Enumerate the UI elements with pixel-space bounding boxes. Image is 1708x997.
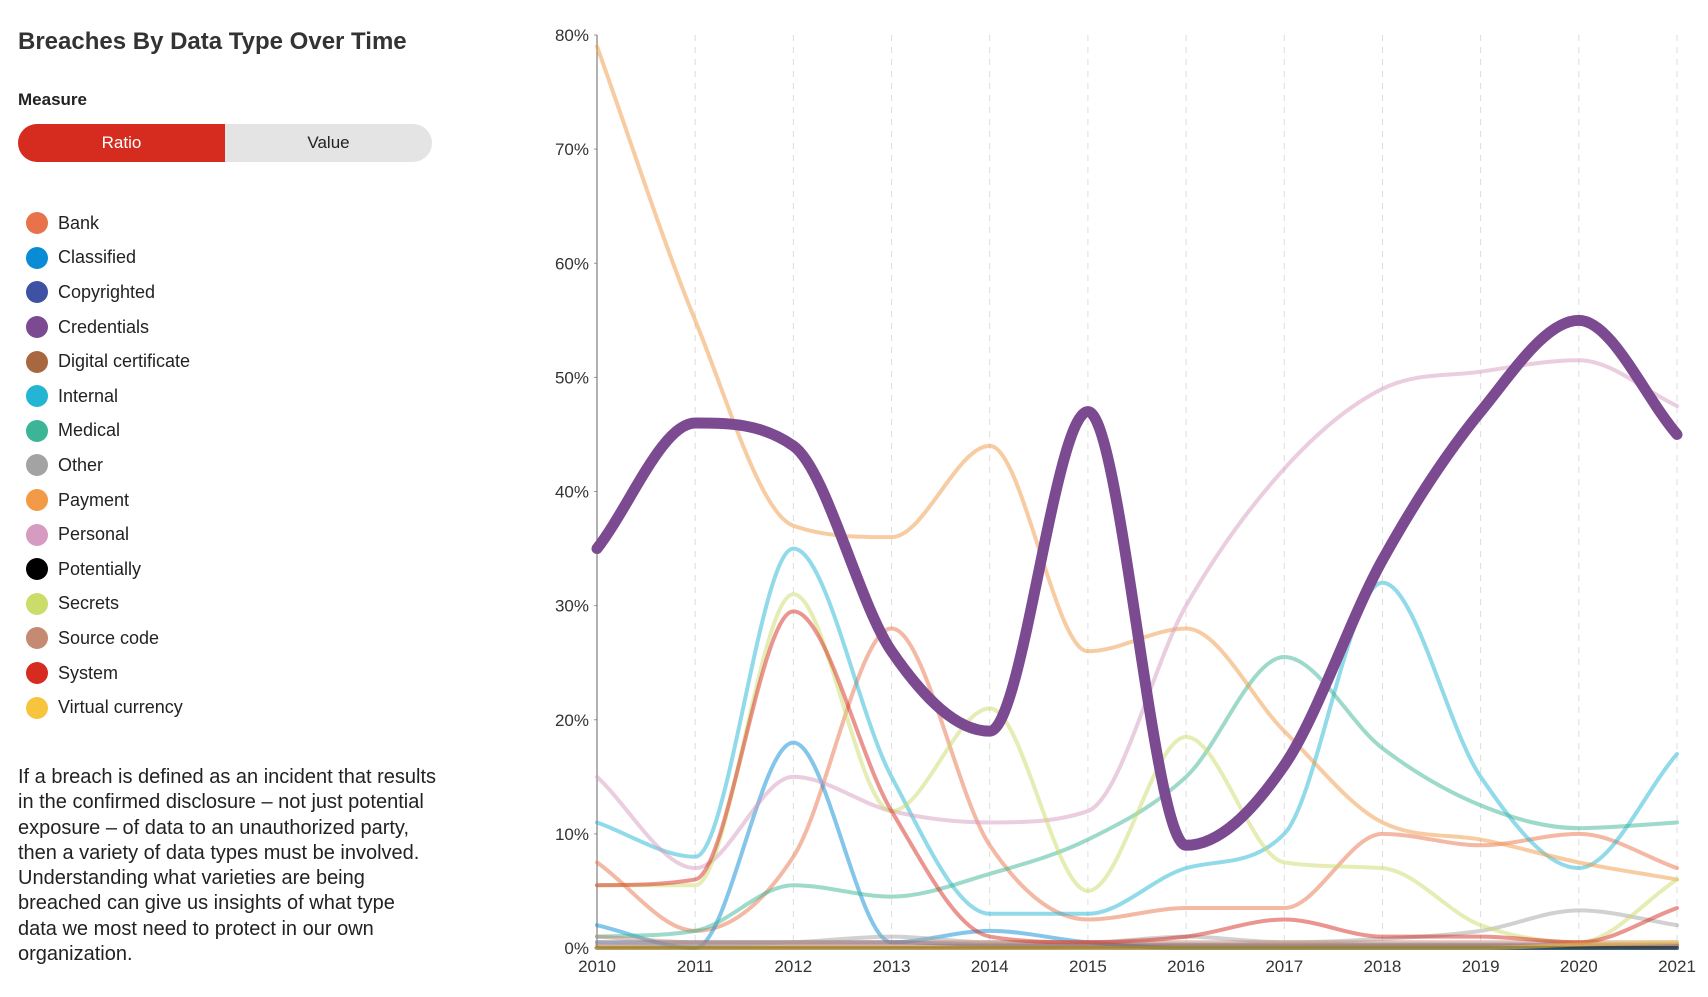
legend-swatch bbox=[26, 558, 48, 581]
measure-label: Measure bbox=[18, 90, 87, 109]
y-tick-label: 50% bbox=[555, 368, 589, 387]
legend-label: Other bbox=[58, 454, 104, 475]
y-tick-label: 80% bbox=[555, 26, 589, 45]
series-line bbox=[595, 592, 1679, 945]
measure-toggle: Ratio Value bbox=[18, 124, 432, 162]
y-tick-label: 30% bbox=[555, 597, 589, 616]
legend-item[interactable]: Secrets bbox=[18, 587, 448, 622]
legend-item[interactable]: Internal bbox=[18, 379, 448, 414]
legend-item[interactable]: Personal bbox=[18, 517, 448, 552]
x-tick-label: 2011 bbox=[677, 957, 714, 976]
legend-swatch bbox=[26, 662, 48, 685]
legend-label: System bbox=[58, 662, 119, 683]
legend-label: Classified bbox=[58, 247, 137, 268]
legend-swatch bbox=[26, 523, 48, 546]
legend-item[interactable]: Potentially bbox=[18, 552, 448, 587]
legend-swatch bbox=[26, 696, 48, 719]
legend-label: Medical bbox=[58, 420, 121, 441]
legend-item[interactable]: Credentials bbox=[18, 310, 448, 345]
series-line bbox=[595, 940, 1679, 951]
legend-swatch bbox=[26, 212, 48, 235]
legend-swatch bbox=[26, 489, 48, 512]
legend-label: Potentially bbox=[58, 558, 142, 579]
x-tick-label: 2020 bbox=[1560, 957, 1598, 976]
x-tick-label: 2019 bbox=[1462, 957, 1500, 976]
series-line bbox=[595, 654, 1679, 939]
legend-swatch bbox=[26, 419, 48, 442]
legend-label: Secrets bbox=[58, 593, 120, 614]
x-tick-label: 2013 bbox=[873, 957, 911, 976]
legend-swatch bbox=[26, 454, 48, 477]
legend-item[interactable]: Classified bbox=[18, 241, 448, 276]
series-line bbox=[595, 626, 1679, 933]
legend-label: Digital certificate bbox=[58, 351, 191, 372]
legend-label: Payment bbox=[58, 489, 130, 510]
series-line bbox=[595, 546, 1679, 916]
x-tick-label: 2017 bbox=[1265, 957, 1303, 976]
y-tick-label: 20% bbox=[555, 711, 589, 730]
series-line bbox=[595, 609, 1679, 945]
series-line bbox=[591, 314, 1683, 851]
legend-swatch bbox=[26, 316, 48, 339]
y-tick-label: 0% bbox=[564, 939, 589, 958]
chart-title: Breaches By Data Type Over Time bbox=[18, 28, 407, 55]
series-line bbox=[595, 358, 1679, 871]
x-tick-label: 2014 bbox=[971, 957, 1009, 976]
y-tick-label: 10% bbox=[555, 825, 589, 844]
series-line bbox=[595, 44, 1679, 882]
x-tick-label: 2010 bbox=[578, 957, 616, 976]
measure-option[interactable]: Value bbox=[307, 133, 350, 152]
legend-item[interactable]: Virtual currency bbox=[18, 690, 448, 725]
x-tick-label: 2016 bbox=[1167, 957, 1205, 976]
y-tick-label: 70% bbox=[555, 140, 589, 159]
legend-item[interactable]: Copyrighted bbox=[18, 275, 448, 310]
side-panel: Breaches By Data Type Over Time Measure … bbox=[18, 0, 448, 967]
legend-swatch bbox=[26, 350, 48, 373]
legend-label: Credentials bbox=[58, 316, 150, 337]
legend-label: Source code bbox=[58, 627, 160, 648]
legend-item[interactable]: Medical bbox=[18, 414, 448, 449]
legend-item[interactable]: Other bbox=[18, 448, 448, 483]
legend-label: Bank bbox=[58, 212, 100, 233]
legend-item[interactable]: Digital certificate bbox=[18, 344, 448, 379]
legend-label: Copyrighted bbox=[58, 281, 156, 302]
legend-swatch bbox=[26, 385, 48, 408]
legend-item[interactable]: Bank bbox=[18, 206, 448, 241]
legend-item[interactable]: Source code bbox=[18, 621, 448, 656]
legend-swatch bbox=[26, 246, 48, 269]
legend-label: Internal bbox=[58, 385, 119, 406]
x-tick-label: 2012 bbox=[774, 957, 812, 976]
measure-option[interactable]: Ratio bbox=[18, 124, 225, 162]
legend-label: Personal bbox=[58, 524, 130, 545]
legend-label: Virtual currency bbox=[58, 697, 183, 718]
legend-swatch bbox=[26, 627, 48, 650]
legend-swatch bbox=[26, 592, 48, 615]
legend-item[interactable]: System bbox=[18, 656, 448, 691]
y-tick-label: 60% bbox=[555, 254, 589, 273]
legend: Bank Classified Copyrighted Credentials Digi… bbox=[18, 206, 448, 725]
y-tick-label: 40% bbox=[555, 483, 589, 502]
legend-item[interactable]: Payment bbox=[18, 483, 448, 518]
legend-swatch bbox=[26, 281, 48, 304]
x-tick-label: 2015 bbox=[1069, 957, 1107, 976]
x-tick-label: 2018 bbox=[1364, 957, 1402, 976]
description: If a breach is defined as an incident th… bbox=[18, 765, 437, 965]
x-tick-label: 2021 bbox=[1658, 957, 1696, 976]
